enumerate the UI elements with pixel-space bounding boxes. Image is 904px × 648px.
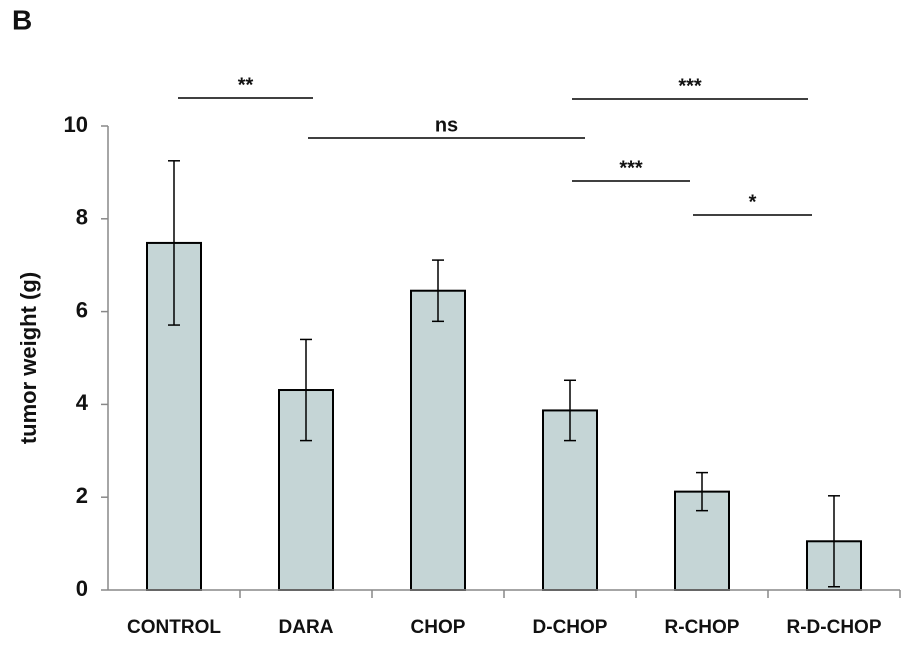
x-tick-label: CONTROL	[127, 617, 221, 638]
y-axis-label: tumor weight (g)	[16, 272, 41, 444]
x-tick-label: DARA	[279, 617, 334, 638]
bar	[410, 289, 466, 591]
significance-label: *	[749, 191, 757, 213]
x-tick-label: CHOP	[411, 617, 466, 638]
significance-label: ***	[619, 157, 643, 179]
y-tick-label: 8	[76, 205, 88, 230]
y-tick-label: 4	[76, 390, 89, 415]
x-tick-label: R-CHOP	[665, 617, 740, 638]
x-tick-label: R-D-CHOP	[787, 617, 882, 638]
significance-label: ns	[435, 114, 458, 136]
y-tick-label: 10	[64, 112, 88, 137]
significance-label: **	[238, 74, 254, 96]
panel-label: B	[12, 4, 32, 35]
significance-label: ***	[678, 75, 702, 97]
y-tick-label: 0	[76, 576, 88, 601]
y-tick-label: 2	[76, 483, 88, 508]
x-tick-label: D-CHOP	[533, 617, 608, 638]
y-tick-label: 6	[76, 297, 88, 322]
